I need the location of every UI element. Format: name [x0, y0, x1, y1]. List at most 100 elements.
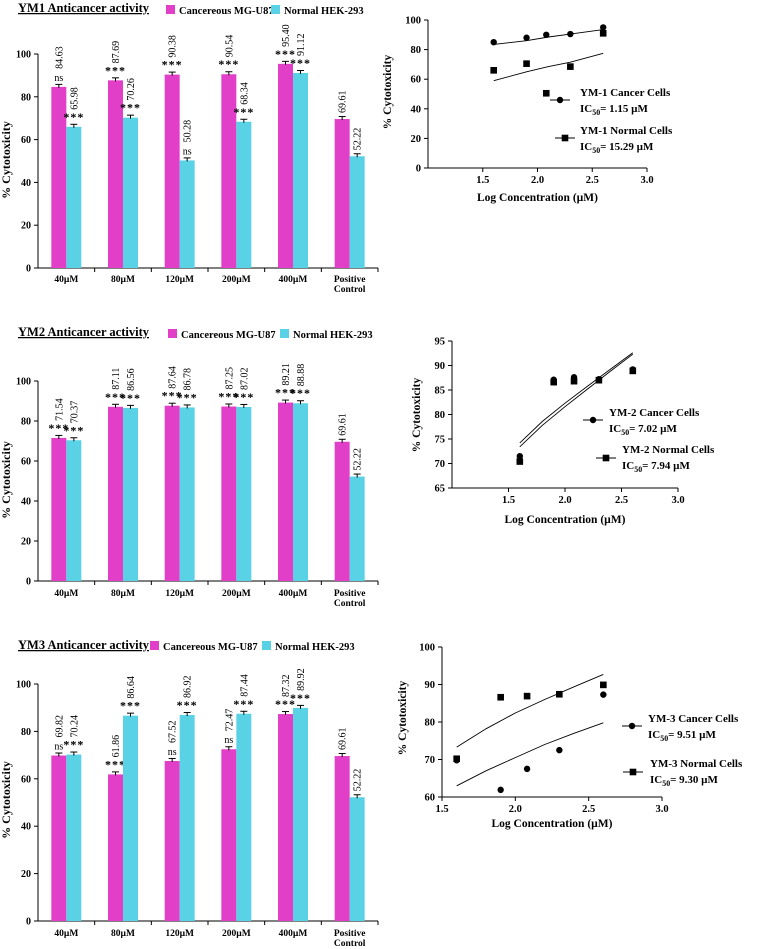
data-point-circle	[600, 691, 607, 698]
x-tick-label: 80µM	[111, 589, 135, 599]
value-label: 87.64	[168, 366, 179, 389]
significance-mark: ***	[290, 56, 311, 70]
legend-label-normal: Normal HEK-293	[275, 642, 355, 653]
significance-mark: ***	[105, 63, 126, 77]
significance-mark: ***	[105, 390, 126, 404]
bar-cancer-2	[164, 405, 180, 581]
y-axis-label: % Cytotoxicity	[411, 378, 423, 453]
bar-normal-1	[123, 407, 138, 581]
ym3-bar-chart: YM3 Anticancer activity Cancereous MG-U87…	[0, 638, 379, 949]
x-tick-label: 2.0	[558, 495, 571, 506]
ym1-scatter-chart: 0 20 40 60 80 100 1.5 2.0 2.5 3.0 Log Concentratio…	[382, 16, 673, 205]
x-axis-label: Log Concentration (µM)	[505, 514, 626, 526]
x-tick-label: 80µM	[111, 929, 135, 939]
significance-mark: ***	[233, 105, 254, 119]
y-axis-label: % Cytotoxicity	[0, 761, 13, 839]
x-tick-label: 2.0	[531, 175, 544, 186]
x-tick-label: 40µM	[54, 929, 78, 939]
legend-marker-circle	[589, 416, 597, 424]
y-tick-label: 95	[435, 337, 446, 348]
bar-normal-3	[236, 121, 252, 268]
data-point-circle	[523, 765, 531, 773]
value-label: 70.26	[126, 78, 137, 101]
data-point-square	[542, 89, 550, 97]
legend-ic50: IC50= 1.15 µM	[580, 103, 648, 117]
bar-cancer-4	[278, 402, 293, 581]
value-label: 87.69	[111, 41, 122, 64]
bar-normal-3	[236, 406, 252, 581]
x-tick-label: 1.5	[435, 804, 448, 815]
ym2-scatter-chart: 65 70 75 80 85 90 95 1.5 2.0 2.5 3.0 Log Concentrat…	[411, 337, 715, 527]
bar-normal-1	[123, 715, 138, 921]
value-label: 87.02	[239, 367, 250, 389]
significance-mark: ***	[177, 390, 198, 404]
fit-curve-1	[519, 353, 634, 448]
x-tick-label: 2.0	[509, 804, 522, 815]
fit-curve-0	[519, 352, 634, 444]
data-point-circle	[497, 786, 504, 794]
bar-cancer-5	[334, 756, 350, 921]
legend-ic50: IC50= 7.02 µM	[609, 423, 677, 437]
legend-swatch-cancer	[150, 641, 159, 650]
significance-mark: ***	[233, 390, 254, 404]
y-axis-label: % Cytotoxicity	[0, 121, 13, 199]
chart-title: YM3 Anticancer activity	[18, 638, 150, 652]
significance-mark: ***	[63, 423, 84, 437]
y-axis-label: % Cytotoxicity	[397, 681, 409, 756]
fit-curve-0	[456, 722, 604, 787]
y-tick-label: 20	[21, 537, 31, 548]
value-label: 72.47	[224, 709, 235, 732]
value-label: 52.22	[353, 769, 364, 792]
x-tick-label: 200µM	[222, 929, 251, 939]
data-point-square	[599, 30, 607, 37]
y-tick-label: 0	[26, 917, 31, 928]
ym2-bar-chart: YM2 Anticancer activity Cancereous MG-U87…	[0, 325, 379, 609]
value-label: 86.78	[183, 368, 194, 391]
value-label: 52.22	[353, 448, 364, 471]
x-tick-label: 40µM	[54, 589, 78, 599]
data-point-circle	[543, 31, 550, 38]
value-label: 50.28	[183, 120, 194, 143]
bar-cancer-1	[108, 774, 123, 921]
bar-cancer-0	[51, 86, 67, 268]
legend-series-name: YM-1 Normal Cells	[580, 125, 673, 137]
data-point-square	[567, 63, 574, 70]
fit-curve-1	[493, 52, 604, 82]
fit-curve-1	[456, 673, 604, 748]
data-point-square	[629, 367, 637, 375]
ym3-scatter-chart: 60 70 80 90 100 1.5 2.0 2.5 3.0 Log Concentration…	[397, 643, 743, 831]
y-tick-label: 60	[21, 135, 31, 146]
value-label: 95.40	[281, 24, 292, 47]
bar-normal-5	[349, 797, 365, 921]
value-label: 70.24	[69, 715, 80, 738]
significance-mark: ns	[54, 742, 63, 753]
x-axis-label: Log Concentration (µM)	[477, 192, 598, 204]
y-tick-label: 40	[21, 178, 31, 189]
value-label: 87.25	[224, 367, 235, 390]
value-label: 69.82	[54, 715, 65, 738]
y-tick-label: 100	[16, 50, 31, 61]
x-tick-label: 400µM	[279, 589, 308, 599]
legend-swatch-cancer	[166, 5, 175, 14]
value-label: 67.52	[168, 720, 179, 743]
legend-ic50: IC50= 15.29 µM	[580, 141, 654, 155]
data-point-square	[497, 693, 504, 701]
x-tick-label: 200µM	[222, 275, 251, 285]
bar-cancer-5	[334, 119, 350, 268]
data-point-square	[556, 690, 563, 698]
bar-cancer-4	[278, 714, 293, 921]
legend-series-name: YM-2 Normal Cells	[622, 444, 715, 456]
bar-cancer-3	[221, 406, 237, 581]
significance-mark: ***	[290, 386, 311, 400]
y-tick-label: 0	[26, 264, 31, 275]
y-tick-label: 100	[405, 16, 421, 27]
significance-mark: ns	[224, 735, 233, 746]
bar-cancer-1	[108, 80, 123, 268]
bar-normal-0	[66, 126, 82, 269]
data-point-square	[523, 692, 531, 700]
value-label: 69.61	[338, 91, 349, 114]
x-tick-label: 40µM	[54, 275, 78, 285]
x-tick-label: 400µM	[279, 929, 308, 939]
y-tick-label: 80	[21, 92, 31, 103]
